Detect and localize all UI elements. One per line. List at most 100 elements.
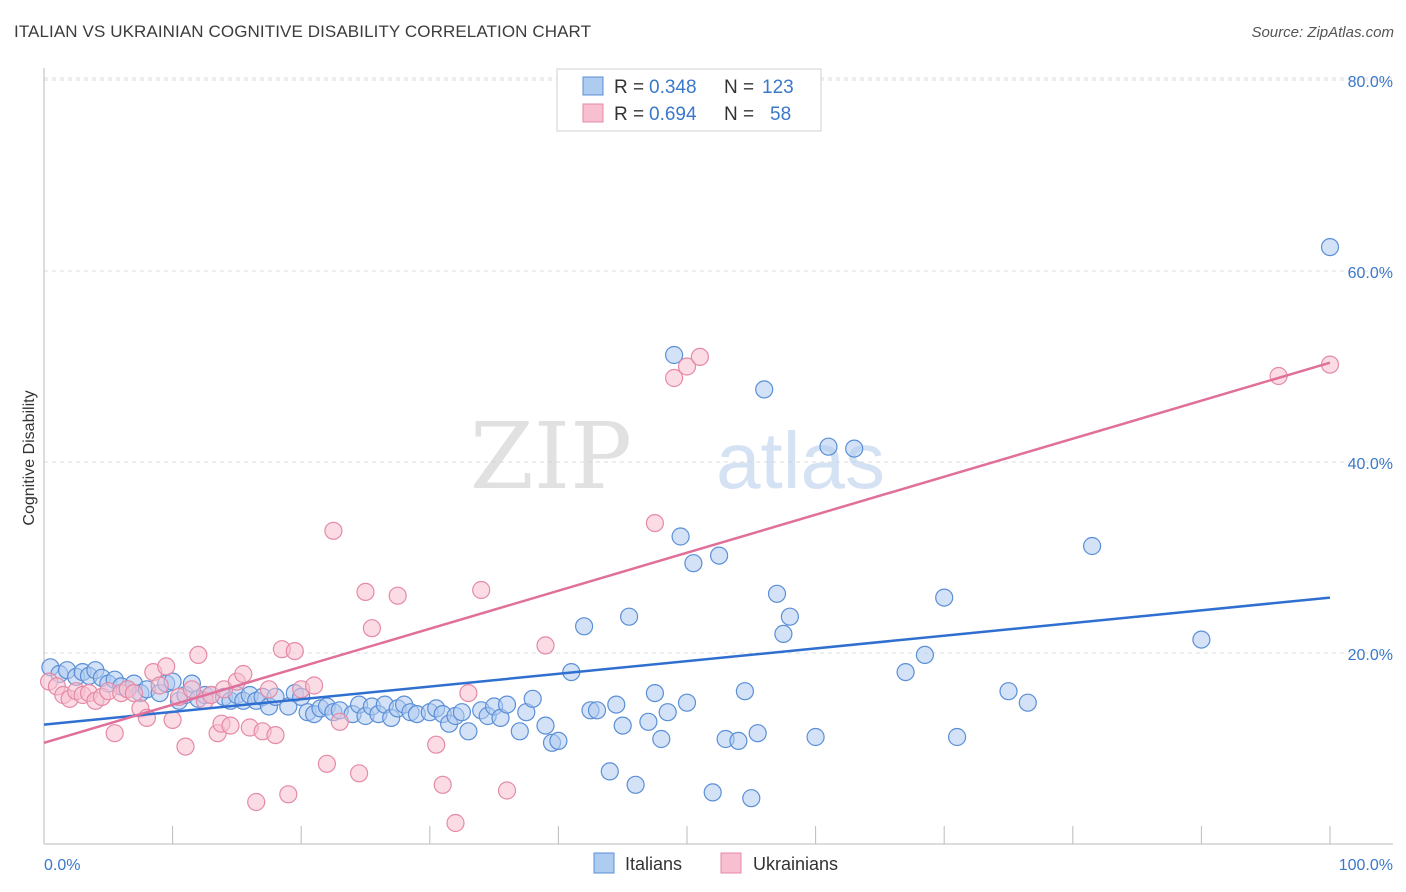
point-italians-68 — [536, 716, 555, 735]
point-italians-110 — [1320, 238, 1340, 257]
point-ukrainians-41 — [305, 676, 324, 695]
bottom-legend-swatch-italians — [593, 852, 615, 874]
point-italians-80 — [639, 712, 658, 731]
point-italians-94 — [748, 724, 767, 743]
point-ukrainians-18 — [157, 657, 176, 676]
point-italians-102 — [896, 662, 915, 682]
point-ukrainians-43 — [324, 521, 343, 540]
point-ukrainians-55 — [536, 636, 555, 655]
point-italians-70 — [549, 731, 568, 751]
point-ukrainians-23 — [189, 645, 208, 665]
point-italians-82 — [652, 729, 671, 749]
point-italians-87 — [684, 554, 703, 573]
point-italians-92 — [735, 682, 755, 701]
legend-r-value-italians: 0.348 — [649, 77, 697, 98]
point-ukrainians-53 — [472, 580, 491, 600]
legend-n-label-italians: N = — [724, 77, 754, 98]
legend-r-label-italians: R = — [614, 77, 644, 98]
y-tick-labels: 20.0% 40.0% 60.0% 80.0% — [1348, 74, 1393, 664]
legend-swatch-ukrainians — [582, 103, 604, 123]
point-italians-97 — [774, 624, 793, 644]
bottom-legend-label-ukrainians: Ukrainians — [753, 854, 838, 874]
point-italians-99 — [806, 727, 825, 747]
legend-n-label-ukrainians: N = — [724, 104, 754, 125]
bottom-legend-label-italians: Italians — [625, 854, 682, 874]
point-ukrainians-45 — [350, 764, 369, 783]
point-italians-104 — [935, 588, 954, 607]
point-ukrainians-56 — [645, 513, 665, 533]
point-ukrainians-51 — [446, 813, 465, 833]
point-ukrainians-59 — [690, 347, 710, 366]
point-italians-67 — [523, 689, 542, 708]
point-ukrainians-19 — [163, 710, 182, 730]
legend-swatch-italians — [582, 76, 604, 96]
point-ukrainians-46 — [356, 582, 375, 602]
legend-n-value-italians: 123 — [762, 77, 794, 98]
trend-line-ukrainians — [43, 361, 1331, 744]
point-italians-109 — [1192, 630, 1211, 649]
point-ukrainians-47 — [362, 619, 381, 638]
point-italians-100 — [819, 437, 838, 456]
legend: R = 0.348 N = 123 R = 0.694 N = 58 — [556, 68, 822, 132]
point-ukrainians-58 — [677, 357, 697, 376]
point-italians-79 — [626, 775, 645, 794]
chart-source: Source: ZipAtlas.com — [1251, 24, 1394, 41]
point-ukrainians-52 — [459, 683, 478, 703]
trend-line-italians — [43, 596, 1331, 726]
point-italians-93 — [742, 789, 761, 808]
point-ukrainians-54 — [497, 781, 517, 800]
axes — [43, 68, 1393, 845]
point-italians-64 — [497, 695, 517, 714]
point-ukrainians-13 — [124, 683, 144, 703]
point-italians-89 — [709, 546, 729, 565]
point-italians-105 — [947, 727, 967, 747]
point-italians-65 — [510, 722, 529, 741]
point-italians-76 — [607, 695, 626, 714]
chart-title: ITALIAN VS UKRAINIAN COGNITIVE DISABILIT… — [14, 22, 592, 41]
point-ukrainians-38 — [279, 785, 298, 804]
point-italians-95 — [755, 380, 774, 399]
y-axis-label: Cognitive Disability — [21, 390, 38, 525]
series-ukrainians-points — [39, 347, 1340, 833]
point-ukrainians-35 — [259, 680, 279, 699]
point-ukrainians-42 — [317, 754, 336, 773]
point-italians-72 — [574, 617, 594, 636]
y-tick-label-20: 20.0% — [1348, 647, 1393, 664]
point-italians-86 — [677, 693, 697, 712]
point-italians-78 — [619, 607, 639, 626]
point-italians-101 — [845, 439, 864, 458]
point-ukrainians-57 — [664, 368, 684, 388]
point-ukrainians-44 — [330, 712, 349, 731]
point-ukrainians-29 — [221, 716, 240, 735]
point-italians-58 — [452, 703, 471, 722]
point-italians-74 — [587, 701, 607, 720]
bottom-legend: Italians Ukrainians — [593, 852, 838, 874]
legend-n-value-ukrainians: 58 — [770, 104, 791, 125]
watermark: ZIP atlas — [470, 403, 885, 510]
point-ukrainians-17 — [150, 676, 169, 695]
legend-r-value-ukrainians: 0.694 — [649, 104, 697, 125]
point-ukrainians-33 — [247, 792, 266, 812]
point-italians-83 — [658, 703, 677, 722]
point-ukrainians-39 — [285, 641, 304, 661]
point-italians-91 — [729, 731, 748, 751]
point-ukrainians-36 — [266, 725, 285, 745]
watermark-atlas: atlas — [716, 416, 885, 505]
point-italians-85 — [671, 527, 690, 546]
point-italians-77 — [613, 716, 632, 735]
point-ukrainians-50 — [433, 775, 452, 794]
legend-r-label-ukrainians: R = — [614, 104, 644, 125]
point-italians-88 — [703, 783, 722, 802]
point-ukrainians-48 — [388, 586, 407, 605]
y-tick-label-80: 80.0% — [1348, 74, 1393, 91]
trend-lines — [43, 361, 1331, 744]
y-tick-label-40: 40.0% — [1348, 456, 1393, 473]
point-ukrainians-10 — [105, 724, 124, 743]
point-ukrainians-49 — [427, 735, 446, 754]
point-italians-98 — [780, 607, 800, 626]
point-italians-96 — [767, 584, 787, 603]
point-italians-106 — [999, 682, 1018, 701]
point-italians-59 — [459, 722, 478, 741]
x-tick-labels: 0.0% 100.0% — [44, 857, 1393, 874]
